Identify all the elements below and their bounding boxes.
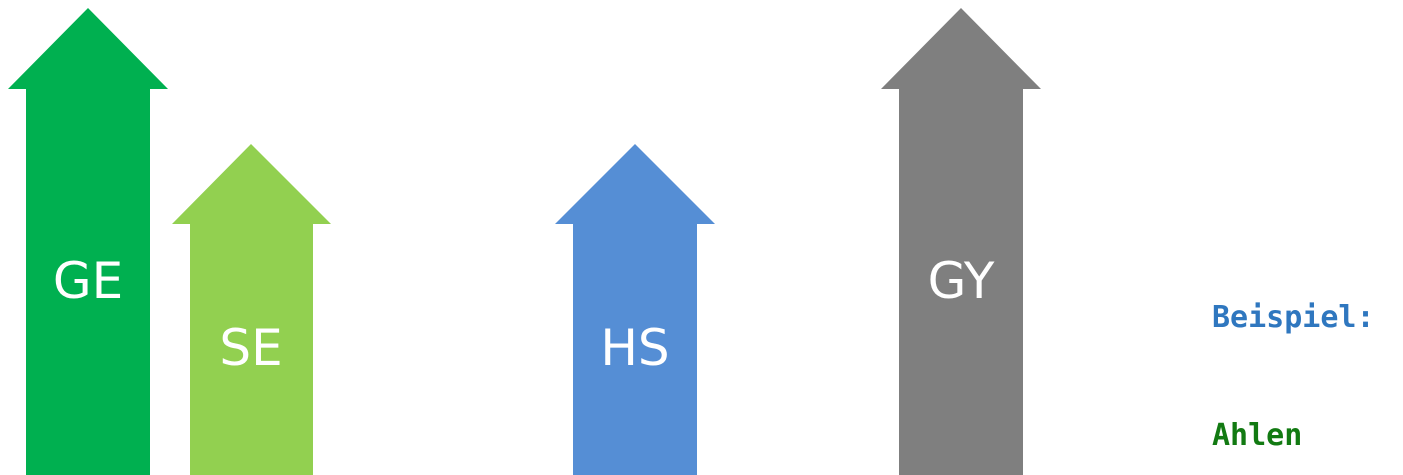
arrow-ge-label: GE <box>53 252 123 310</box>
arrow-se: SE <box>172 144 331 475</box>
arrow-hs-shape <box>555 144 715 475</box>
arrow-se-shape <box>172 144 331 475</box>
arrow-gy-label: GY <box>928 252 995 310</box>
arrow-hs: HS <box>555 144 715 475</box>
arrow-gy-shape <box>881 8 1041 475</box>
arrow-gy: GY <box>881 8 1041 475</box>
arrow-ge-shape <box>8 8 168 475</box>
example-label: Beispiel: <box>1212 300 1375 335</box>
arrow-se-label: SE <box>219 319 282 377</box>
arrow-ge: GE <box>8 8 168 475</box>
arrow-hs-label: HS <box>600 319 669 377</box>
city-label: Ahlen <box>1212 418 1303 453</box>
